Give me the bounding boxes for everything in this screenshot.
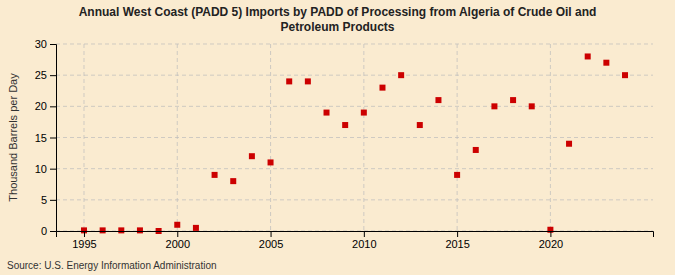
grid-line-y: [56, 75, 653, 76]
grid-line-x: [83, 44, 84, 231]
point: [510, 97, 516, 103]
y-axis-tick-label: 15: [35, 132, 47, 144]
grid: [56, 44, 653, 231]
grid-line-x: [457, 44, 458, 231]
x-axis-tick-mark: [364, 231, 365, 237]
point: [398, 72, 404, 78]
point: [230, 178, 236, 184]
y-axis-tick-mark: [50, 169, 56, 170]
chart: 1995 2000 2005 2010 2015 2020 0 5 10 15 20 25 30 Thou…: [0, 0, 675, 275]
grid-line-y: [56, 106, 653, 107]
point: [491, 103, 497, 109]
x-axis-tick-mark: [271, 231, 272, 237]
x-axis-tick: 2020: [539, 231, 563, 250]
point: [286, 78, 292, 84]
y-axis-tick-label: 10: [35, 163, 47, 175]
grid-line-x: [177, 44, 178, 231]
x-axis-tick: 2010: [352, 231, 376, 250]
y-axis-tick: 0: [41, 225, 56, 237]
point: [100, 227, 106, 233]
y-axis-tick-label: 30: [35, 38, 47, 50]
point: [268, 159, 274, 165]
x-axis-tick: 1995: [72, 231, 96, 250]
y-axis-tick: 25: [35, 69, 56, 81]
y-axis-tick-label: 20: [35, 100, 47, 112]
point: [137, 227, 143, 233]
y-axis-tick: 5: [41, 194, 56, 206]
point: [193, 225, 199, 231]
point: [118, 227, 124, 233]
y-axis-tick-mark: [50, 200, 56, 201]
x-axis-tick: 2000: [166, 231, 190, 250]
y-axis-tick: 15: [35, 132, 56, 144]
x-axis-tick: 2005: [259, 231, 283, 250]
y-axis-tick-mark: [50, 231, 56, 232]
source: Source: U.S. Energy Information Administ…: [7, 260, 217, 271]
grid-line-x: [270, 44, 271, 231]
grid-line-y: [56, 168, 653, 169]
y-axis-tick: 30: [35, 38, 56, 50]
point: [305, 78, 311, 84]
title-line: Petroleum Products: [280, 20, 394, 34]
point: [585, 53, 591, 59]
x-axis-tick-mark: [177, 231, 178, 237]
point: [249, 153, 255, 159]
x-axis-tick-label: 2015: [445, 238, 469, 250]
point: [342, 122, 348, 128]
x-axis-tick-mark: [457, 231, 458, 237]
plot-area: 1995 2000 2005 2010 2015 2020 0 5 10 15 20 25 30: [35, 38, 654, 250]
x-axis-tick-mark: [550, 231, 551, 237]
y-axis-tick: 10: [35, 163, 56, 175]
grid-line-x: [550, 44, 551, 231]
point: [529, 103, 535, 109]
grid-line-y: [56, 199, 653, 200]
x-axis-tick-label: 2000: [166, 238, 190, 250]
y-axis-title: Thousand Barrels per Day: [7, 73, 19, 202]
grid-line-x: [363, 44, 364, 231]
point: [622, 72, 628, 78]
point: [174, 222, 180, 228]
x-axis-tick-label: 2005: [259, 238, 283, 250]
title-line: Annual West Coast (PADD 5) Imports by PA…: [79, 5, 597, 19]
y-axis-tick-label: 5: [41, 194, 47, 206]
point: [379, 85, 385, 91]
y-axis-tick: 20: [35, 100, 56, 112]
x-axis-line: [57, 232, 654, 238]
point: [324, 110, 330, 116]
x-axis-tick-label: 2010: [352, 238, 376, 250]
point: [435, 97, 441, 103]
y-axis-tick-mark: [50, 106, 56, 107]
y-axis-line: [50, 45, 57, 232]
y-axis-tick-label: 25: [35, 69, 47, 81]
x-axis-tick-label: 1995: [72, 238, 96, 250]
y-axis-tick-mark: [50, 138, 56, 139]
grid-line-y: [56, 137, 653, 138]
y-axis-tick-mark: [50, 75, 56, 76]
background: [0, 0, 675, 275]
point: [603, 60, 609, 66]
x-axis-tick-mark: [84, 231, 85, 237]
grid-line-y: [56, 44, 653, 45]
x-axis-tick-label: 2020: [539, 238, 563, 250]
point: [566, 141, 572, 147]
point: [417, 122, 423, 128]
x-axis-tick: 2015: [445, 231, 469, 250]
x-axis: 1995 2000 2005 2010 2015 2020: [57, 231, 654, 250]
y-axis-tick-label: 0: [41, 225, 47, 237]
point: [212, 172, 218, 178]
point: [361, 110, 367, 116]
y-axis-tick-mark: [50, 44, 56, 45]
point: [454, 172, 460, 178]
points: [81, 53, 628, 234]
y-axis: 0 5 10 15 20 25 30: [35, 38, 57, 237]
title: Annual West Coast (PADD 5) Imports by PA…: [79, 5, 597, 34]
point: [473, 147, 479, 153]
